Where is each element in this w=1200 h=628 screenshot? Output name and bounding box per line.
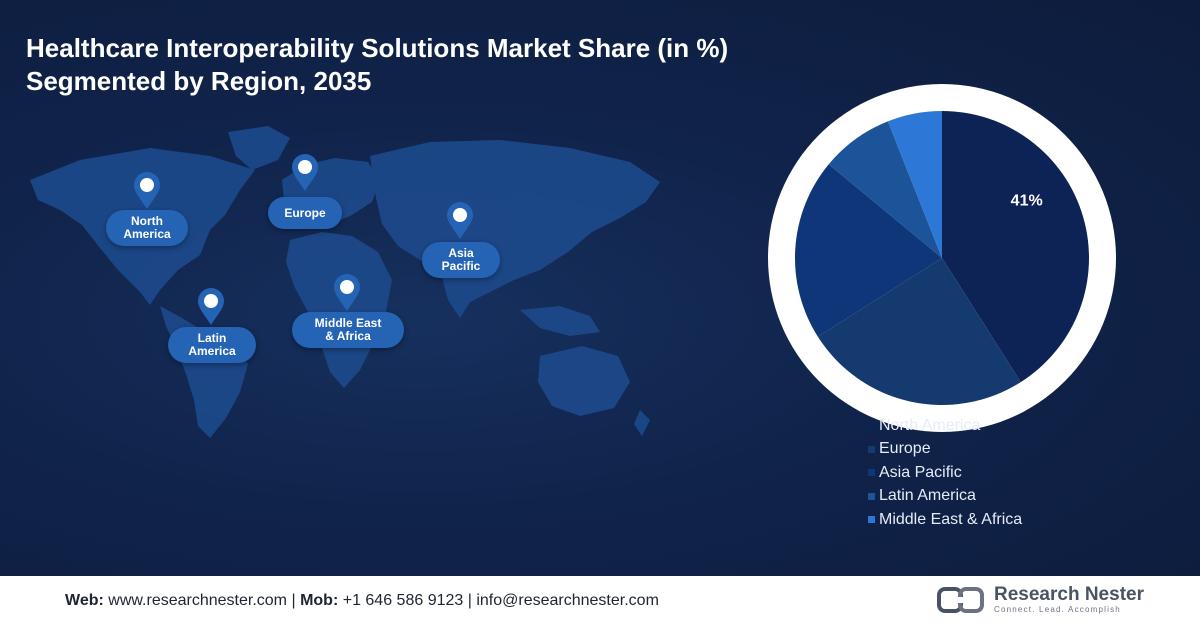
separator: | [467,592,472,609]
pill-line: America [123,227,171,241]
footer-bar: Web: www.researchnester.com | Mob: +1 64… [0,576,1200,628]
pill-line: Pacific [441,259,481,273]
asia-land [370,140,660,302]
legend-item: Latin America [868,485,1022,509]
legend-swatch [868,492,875,500]
legend-label: Middle East & Africa [879,510,1023,528]
legend-item: North America [868,414,1022,438]
india-land [440,270,474,318]
legend-item: Middle East & Africa [868,508,1022,532]
title-line-1: Healthcare Interoperability Solutions Ma… [26,33,729,63]
australia-land [538,346,630,416]
pill-line: Middle East [314,316,382,330]
web-label: Web: [65,592,104,609]
pie-data-label: 41% [1011,192,1043,209]
chart-title: Healthcare Interoperability Solutions Ma… [26,32,926,98]
brand-tagline: Connect. Lead. Accomplish [994,605,1121,614]
mob-label: Mob: [300,592,339,609]
africa-land [286,232,392,388]
contact-info: Web: www.researchnester.com | Mob: +1 64… [65,592,659,610]
phone-number[interactable]: +1 646 586 9123 [342,592,464,609]
map-pin-icon [292,154,318,191]
pie-svg: 41% [768,84,1116,432]
logo-icon [937,587,984,613]
pill-line: America [188,344,236,358]
chart-canvas: Healthcare Interoperability Solutions Ma… [0,0,1200,576]
separator: | [291,592,296,609]
legend-swatch [868,469,875,477]
chart-legend: North America Europe Asia Pacific Latin Ame… [868,414,1022,532]
legend-label: Latin America [879,487,976,505]
brand-name: Research Nester [994,584,1144,605]
map-pin-icon [198,288,224,325]
pill-line: Asia [448,246,474,260]
legend-item: Asia Pacific [868,461,1022,485]
region-label-europe: Europe [268,197,342,229]
se-asia-land [520,306,600,336]
greenland-land [228,126,290,170]
map-pin-icon [447,202,473,239]
brand-logo: Research Nester Connect. Lead. Accomplis… [936,584,1144,616]
legend-swatch [868,422,875,430]
pie-chart: 41% [768,84,1116,432]
legend-label: Asia Pacific [879,463,962,481]
region-label-latin-america: Latin America [168,327,256,363]
map-pin-icon [334,274,360,311]
region-label-middle-east-africa: Middle East & Africa [292,312,404,348]
pie-slice-latin-america [828,121,942,258]
legend-swatch [868,445,875,453]
legend-label: Europe [879,440,931,458]
pie-slice-middle-east-africa [887,111,942,258]
pie-slice-asia-pacific [795,164,942,337]
web-link[interactable]: www.researchnester.com [108,592,287,609]
map-pin-icon [134,172,160,209]
pill-line: Europe [284,205,326,220]
pill-line: North [131,214,163,228]
pill-line: Latin [197,331,227,345]
pie-slice-north-america [942,111,1089,383]
legend-swatch [868,516,875,524]
email-link[interactable]: info@researchnester.com [476,592,659,609]
legend-item: Europe [868,438,1022,462]
pie-slice-europe [817,258,1021,405]
region-label-asia-pacific: Asia Pacific [422,242,500,278]
new-zealand-land [634,410,650,436]
region-label-north-america: North America [106,210,188,246]
title-line-2: Segmented by Region, 2035 [26,66,372,96]
pill-line: & Africa [325,329,371,343]
legend-label: North America [879,416,981,434]
